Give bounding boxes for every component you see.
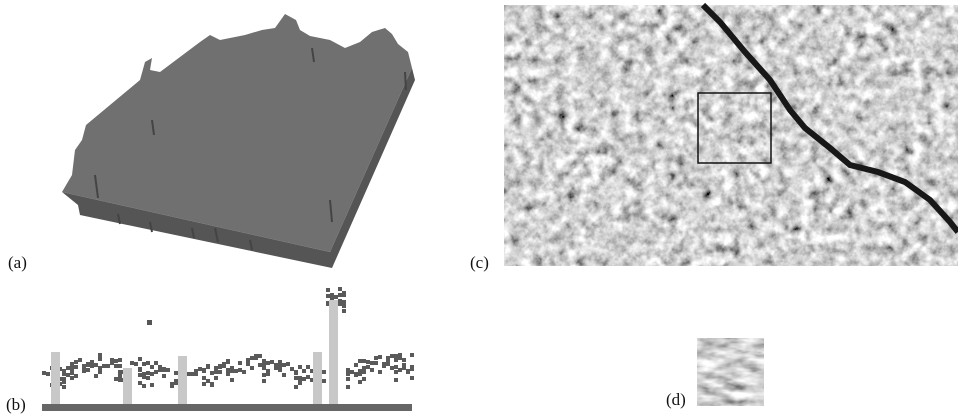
panel-a: (a) [8,14,415,272]
crop-image [697,338,764,406]
panel-b: (b) [6,287,414,414]
selection-box [697,92,772,164]
panel-d: (d) [666,338,764,409]
rock-image [504,5,958,266]
pillars [51,300,338,404]
panel-label: (b) [6,395,26,414]
slab-side [62,68,415,268]
crack [700,2,958,234]
panel-label: (a) [8,253,27,272]
profile-pixels [42,287,414,390]
panel-label: (d) [666,390,686,409]
base [42,404,412,411]
panel-label: (c) [470,253,489,272]
panel-c: (c) [470,2,958,272]
slab-top [62,14,412,252]
slab-streaks [94,47,407,251]
dot [147,320,152,325]
